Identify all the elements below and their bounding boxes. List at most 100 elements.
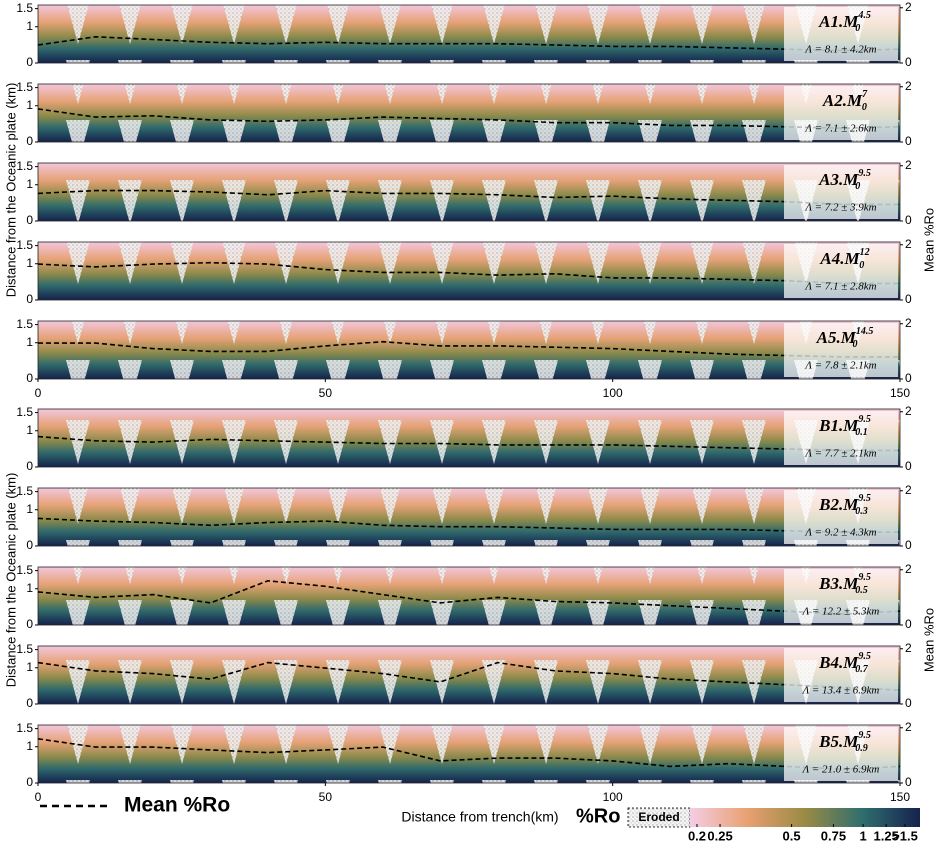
- y-tick-label: 0: [26, 696, 33, 710]
- panel-label: B2.M9.5 0.3: [818, 493, 871, 517]
- mean-ro-line: [37, 108, 901, 130]
- y2-tick-label: 0: [905, 775, 912, 789]
- y-tick-label: 1.5: [16, 238, 33, 252]
- panel-label-sup: 9.5: [858, 572, 871, 583]
- panel-label: B1.M9.5 0.1: [818, 414, 871, 438]
- panel-label-sub: 0: [855, 23, 860, 34]
- eroded-label: Eroded: [638, 810, 679, 824]
- colorbar-tick-label: 0.5: [783, 828, 801, 843]
- x-tick-label: 50: [319, 790, 333, 804]
- panel-label: B4.M9.5 0.7: [818, 651, 871, 675]
- y-tick-label: 1: [26, 581, 33, 595]
- label-box: [784, 490, 898, 544]
- panel-label-main: A2.M: [822, 91, 863, 110]
- y2-tick-label: 2: [905, 79, 912, 93]
- y-tick-label: 0: [26, 55, 33, 69]
- panel-frame: [37, 320, 901, 380]
- y-tick-label: 0: [26, 371, 33, 385]
- panel-label: B5.M9.5 0.9: [818, 730, 871, 754]
- panel-label-main: B3.M: [818, 574, 859, 593]
- panel-label: A1.M4.5 0: [818, 10, 871, 34]
- x-tick-label: 50: [319, 386, 333, 400]
- eroded-region: [38, 242, 900, 300]
- panel-label-sup: 12: [860, 247, 870, 258]
- eroded-region: [38, 567, 900, 625]
- y-tick-label: 0: [26, 292, 33, 306]
- panel-frame: [37, 645, 901, 705]
- y-tick-label: 0: [26, 775, 33, 789]
- label-box: [784, 648, 898, 702]
- y2-tick-label: 2: [905, 316, 912, 330]
- y2-tick-label: 2: [905, 562, 912, 576]
- panel-annotation: Λ = 12.2 ± 5.3km: [802, 606, 880, 618]
- panel-annotation: Λ = 7.1 ± 2.6km: [804, 123, 876, 135]
- mean-ro-line: [37, 661, 901, 691]
- y-tick-label: 1: [26, 502, 33, 516]
- panel-label-main: A5.M: [816, 328, 857, 347]
- y-tick-label: 0: [26, 617, 33, 631]
- panel-annotation: Λ = 7.7 ± 2.1km: [804, 448, 876, 460]
- label-box: [784, 411, 898, 465]
- panel-frame: [37, 408, 901, 468]
- y-tick-label: 1.5: [16, 317, 33, 331]
- mean-ro-line: [37, 738, 901, 771]
- panel-label-sup: 9.5: [858, 414, 871, 425]
- y-tick-label: 1: [26, 177, 33, 191]
- mean-ro-line: [37, 35, 901, 52]
- y2-tick-label: 0: [905, 696, 912, 710]
- y2-tick-label: 2: [905, 720, 912, 734]
- y2-tick-label: 0: [905, 538, 912, 552]
- panel-annotation: Λ = 7.1 ± 2.8km: [804, 281, 876, 293]
- panel-annotation: Λ = 13.4 ± 6.9km: [802, 685, 880, 697]
- y-tick-label: 1: [26, 19, 33, 33]
- y-tick-label: 1.5: [16, 563, 33, 577]
- x-tick-label: 0: [35, 386, 42, 400]
- y2-tick-label: 0: [905, 459, 912, 473]
- panel-label-main: A4.M: [819, 249, 860, 268]
- panel-label-sup: 9.5: [858, 730, 871, 741]
- y-tick-label: 1.5: [16, 405, 33, 419]
- y2-tick-label: 0: [905, 55, 912, 69]
- y-tick-label: 1.5: [16, 1, 33, 15]
- mean-ro-line: [37, 579, 901, 615]
- eroded-region: [38, 646, 900, 704]
- panel-label-sup: 7: [862, 89, 868, 100]
- x-tick-label: 100: [603, 790, 623, 804]
- y-tick-label: 1.5: [16, 80, 33, 94]
- y-tick-label: 1.5: [16, 642, 33, 656]
- y-tick-label: 1.5: [16, 484, 33, 498]
- y-tick-label: 0: [26, 134, 33, 148]
- legend-label: Mean %Ro: [124, 794, 230, 817]
- panel-frame: [37, 162, 901, 222]
- panel-label: A4.M12 0: [819, 247, 869, 271]
- colorbar-tick-label: 0.2: [688, 828, 706, 843]
- panel-label-sup: 14.5: [856, 326, 874, 337]
- panel-frame: [37, 487, 901, 547]
- panel-label-sup: 9.5: [858, 651, 871, 662]
- y2-tick-label: 0: [905, 213, 912, 227]
- colorbar-tick-label: >1.5: [892, 828, 918, 843]
- panel-label-sub: 0: [859, 260, 864, 271]
- y2-tick-label: 2: [905, 641, 912, 655]
- panel-label-sub: 0: [862, 102, 867, 113]
- panel-frame: [37, 566, 901, 626]
- y2-tick-label: 0: [905, 134, 912, 148]
- panel-frame: [37, 724, 901, 784]
- panel-label: B3.M9.5 0.5: [818, 572, 871, 596]
- panel-label: A2.M7 0: [822, 89, 868, 113]
- y-tick-label: 1: [26, 98, 33, 112]
- y-tick-label: 1: [26, 739, 33, 753]
- y-tick-label: 1.5: [16, 159, 33, 173]
- panel-label: A5.M14.5 0: [816, 326, 874, 350]
- panel-annotation: Λ = 21.0 ± 6.9km: [802, 764, 880, 776]
- panel-label-sub: 0.7: [855, 664, 869, 675]
- panel-label-main: B4.M: [818, 653, 859, 672]
- y2-tick-label: 0: [905, 292, 912, 306]
- y2-tick-label: 2: [905, 483, 912, 497]
- colorbar-label: %Ro: [576, 805, 620, 827]
- panel-label-main: B2.M: [818, 495, 859, 514]
- panel-label-sub: 0.9: [855, 743, 868, 754]
- eroded-region: [38, 163, 900, 221]
- y-tick-label: 1.5: [16, 721, 33, 735]
